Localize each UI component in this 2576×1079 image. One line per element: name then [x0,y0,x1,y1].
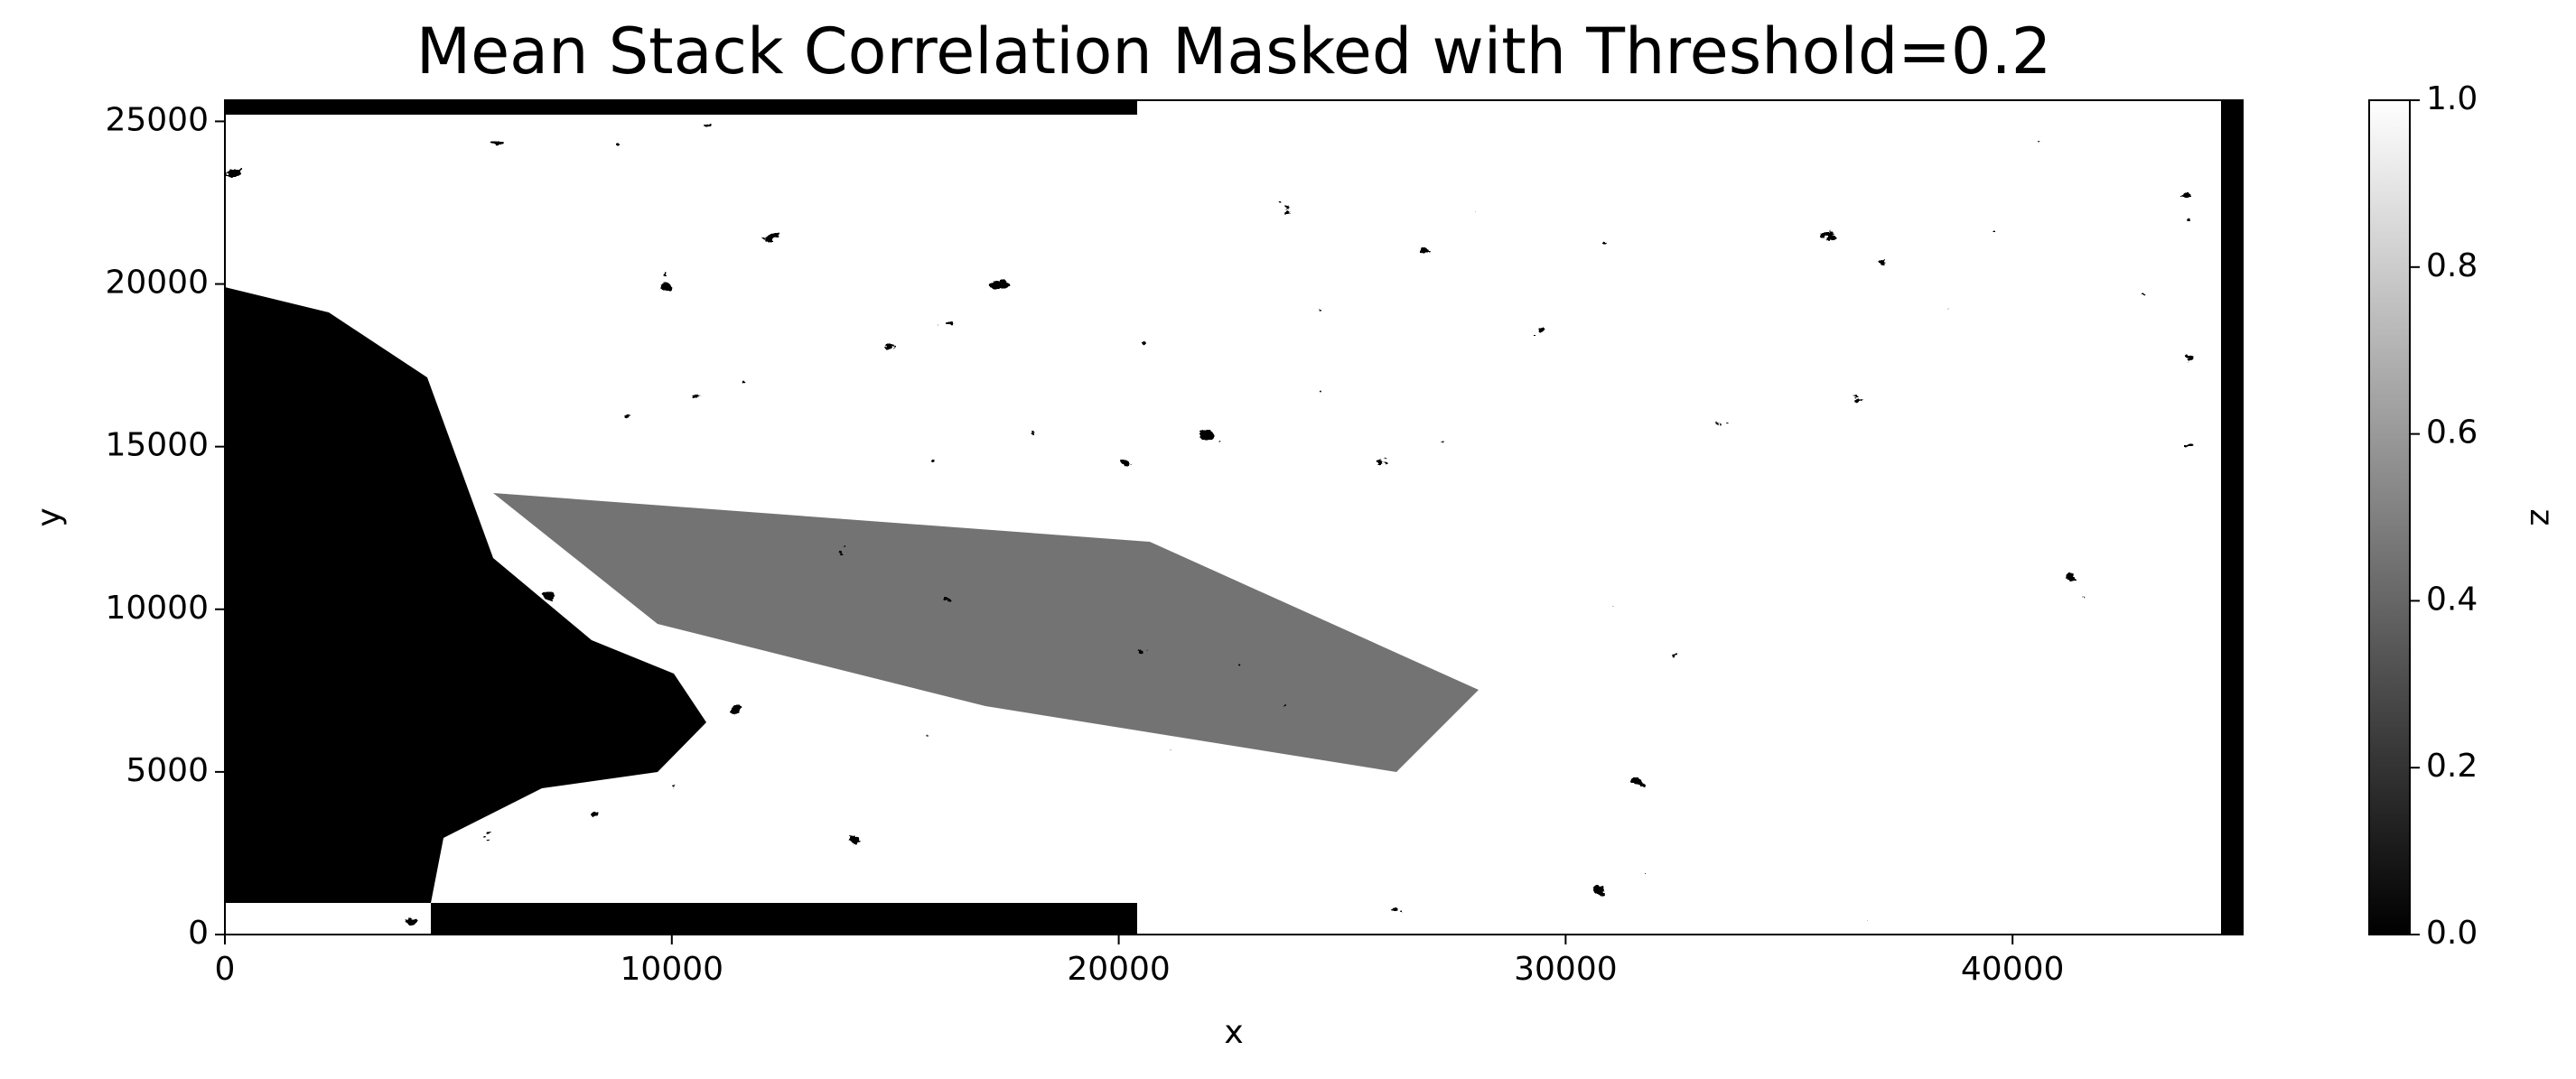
y-axis-label: y [31,507,68,526]
x-tick-label: 40000 [1961,951,2065,988]
colorbar-tick-label: 0.8 [2426,247,2478,284]
y-tick-label: 25000 [105,101,209,138]
edge-strip [225,100,1137,115]
edge-strip [431,903,1137,935]
colorbar-tick-label: 0.0 [2426,915,2478,952]
y-tick-label: 0 [188,915,209,952]
colorbar-tick-label: 1.0 [2426,80,2478,117]
edge-strip [2221,100,2243,935]
x-tick-label: 20000 [1067,951,1171,988]
image [225,100,2243,935]
colorbar-tick-label: 0.2 [2426,748,2478,785]
colorbar [2368,99,2411,935]
x-axis-label: x [1224,1014,1243,1051]
dark-band [493,493,1479,772]
sea-region [225,287,706,903]
chart-title: Mean Stack Correlation Masked with Thres… [416,14,2052,88]
x-tick-label: 30000 [1514,951,1618,988]
y-tick-label: 15000 [105,427,209,464]
y-tick-label: 5000 [126,752,209,789]
colorbar-tick-label: 0.6 [2426,414,2478,451]
x-tick-label: 10000 [621,951,724,988]
y-tick-label: 10000 [105,590,209,627]
colorbar-label: z [2523,509,2560,526]
colorbar-tick-label: 0.4 [2426,581,2478,618]
x-tick-label: 0 [215,951,236,988]
y-tick-label: 20000 [105,265,209,302]
axes-frame [224,99,2244,935]
